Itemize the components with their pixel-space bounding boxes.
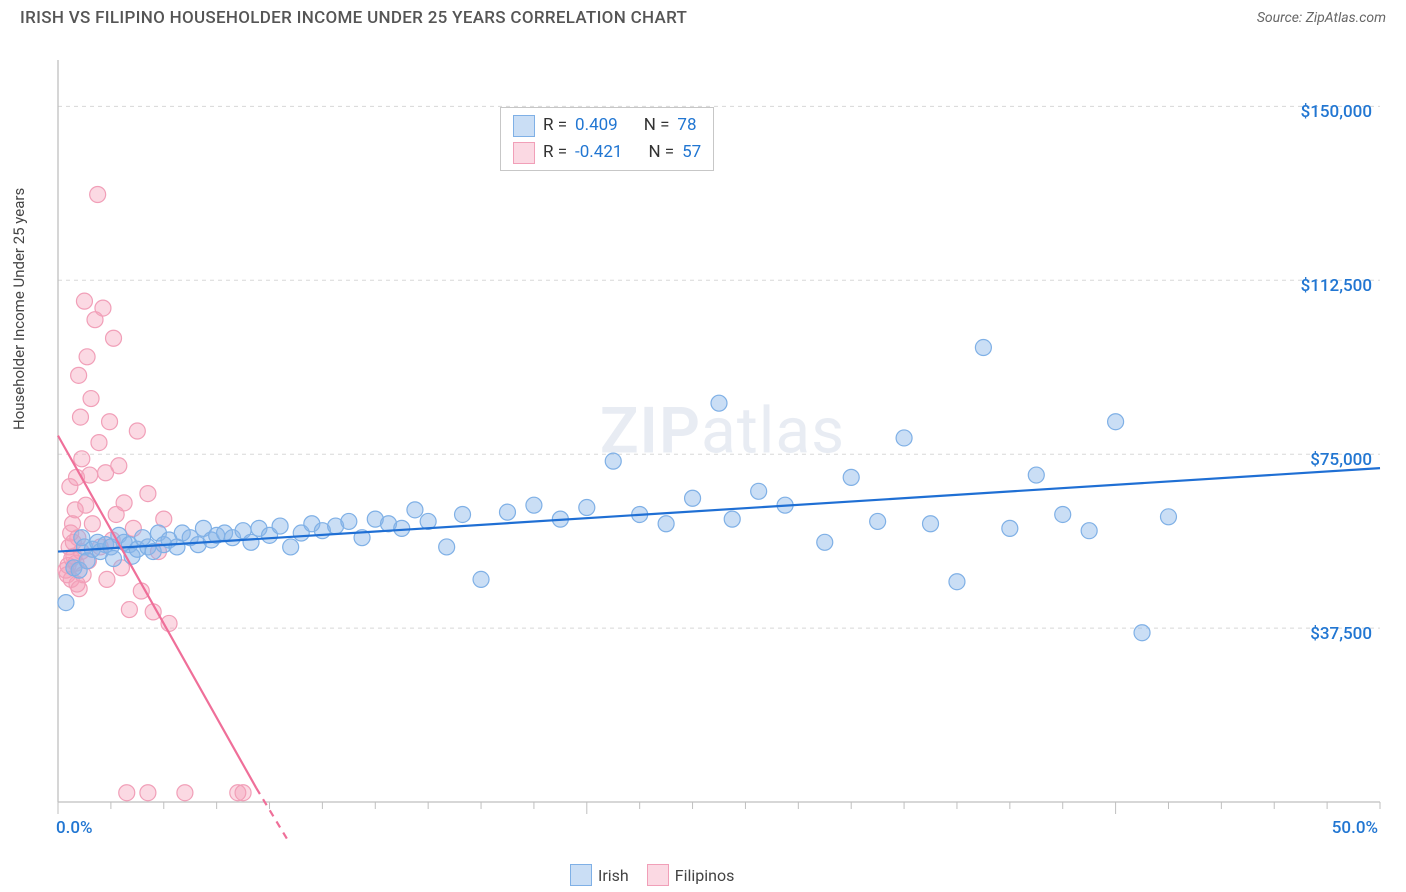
y-tick-label: $112,500: [1301, 276, 1372, 296]
correlation-stats-box: R = 0.409 N = 78 R = -0.421 N = 57: [500, 107, 714, 171]
y-tick-label: $75,000: [1310, 450, 1372, 470]
r-value-filipinos: -0.421: [575, 139, 622, 166]
swatch-filipinos: [513, 142, 535, 164]
n-value-filipinos: 57: [682, 139, 701, 166]
legend-swatch-irish: [570, 864, 592, 886]
legend-label-irish: Irish: [598, 866, 629, 885]
r-label: R =: [543, 112, 567, 139]
stats-row-filipinos: R = -0.421 N = 57: [513, 139, 701, 166]
scatter-chart: ZIPatlas R = 0.409 N = 78 R = -0.421 N =…: [55, 52, 1390, 842]
y-axis-label: Householder Income Under 25 years: [10, 188, 28, 430]
n-label: N =: [644, 112, 670, 139]
legend-item-irish: Irish: [570, 864, 629, 886]
legend-label-filipinos: Filipinos: [675, 866, 735, 885]
n-label: N =: [648, 139, 674, 166]
legend-item-filipinos: Filipinos: [647, 864, 735, 886]
stats-row-irish: R = 0.409 N = 78: [513, 112, 701, 139]
r-value-irish: 0.409: [575, 112, 618, 139]
n-value-irish: 78: [677, 112, 696, 139]
x-end-label: 50.0%: [1332, 818, 1378, 838]
y-tick-label: $37,500: [1310, 624, 1372, 644]
chart-title: IRISH VS FILIPINO HOUSEHOLDER INCOME UND…: [20, 8, 687, 28]
r-label: R =: [543, 139, 567, 166]
legend-swatch-filipinos: [647, 864, 669, 886]
x-start-label: 0.0%: [56, 818, 93, 838]
swatch-irish: [513, 115, 535, 137]
source-attribution: Source: ZipAtlas.com: [1257, 10, 1386, 26]
y-tick-label: $150,000: [1301, 102, 1372, 122]
legend: Irish Filipinos: [570, 864, 734, 886]
chart-canvas: [55, 52, 1390, 842]
